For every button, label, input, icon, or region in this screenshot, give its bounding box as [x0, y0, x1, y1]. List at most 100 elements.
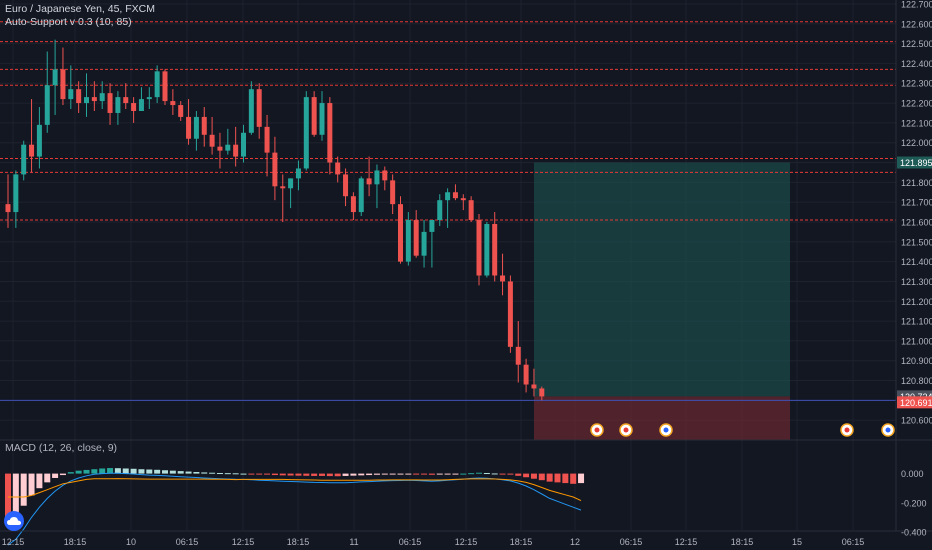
candle-body — [138, 99, 144, 111]
time-tick-label: 15 — [792, 537, 802, 547]
candle-body — [398, 204, 403, 262]
candle — [303, 91, 309, 171]
candle-body — [44, 85, 50, 125]
candle-body — [170, 101, 176, 106]
macd-legend[interactable]: MACD (12, 26, close, 9) — [5, 442, 118, 454]
macd-histogram-bar — [36, 473, 43, 489]
candle — [445, 188, 451, 228]
macd-histogram-bar — [381, 473, 388, 475]
candle-body — [201, 116, 207, 135]
tradingview-logo[interactable] — [4, 511, 24, 531]
time-tick-label: 06:15 — [176, 537, 199, 547]
macd-histogram-bar — [413, 473, 420, 475]
candle-body — [241, 132, 246, 157]
candle — [217, 132, 223, 169]
candle — [492, 212, 498, 282]
candle-body — [21, 144, 27, 175]
candle — [248, 81, 254, 135]
candle — [68, 65, 74, 110]
event-marker[interactable] — [619, 423, 633, 437]
macd-histogram-bar — [452, 473, 459, 475]
candle — [193, 110, 199, 151]
candle — [460, 194, 466, 211]
macd-histogram-bar — [279, 473, 286, 476]
time-tick-label: 12:15 — [675, 537, 698, 547]
candle-body — [413, 220, 419, 256]
macd-histogram-bar — [476, 472, 482, 474]
macd-histogram-bar — [546, 473, 553, 482]
candle-body — [146, 97, 152, 100]
price-tick-label: 121.600 — [901, 217, 932, 227]
event-marker[interactable] — [840, 423, 854, 437]
price-tick-label: 120.800 — [901, 376, 932, 386]
macd-histogram-bar — [570, 473, 577, 484]
candle-body — [500, 275, 506, 282]
candle-body — [84, 97, 89, 104]
macd-histogram-bar — [240, 473, 247, 475]
candle — [358, 176, 364, 217]
macd-histogram-bar — [201, 472, 208, 474]
symbol-legend[interactable]: Euro / Japanese Yen, 45, FXCM — [5, 3, 156, 15]
macd-histogram-bar — [530, 473, 537, 479]
candle — [178, 101, 184, 121]
price-tick-label: 121.300 — [901, 277, 932, 287]
macd-histogram-bar — [83, 469, 90, 474]
time-tick-label: 12:15 — [455, 537, 478, 547]
event-markers[interactable] — [590, 423, 895, 437]
candle — [421, 220, 427, 268]
candle — [484, 221, 490, 278]
candle-body — [60, 69, 66, 100]
event-marker[interactable] — [590, 423, 604, 437]
candle — [264, 114, 270, 177]
macd-histogram-bar — [138, 469, 145, 474]
candle-body — [429, 220, 435, 232]
candle — [390, 174, 396, 215]
macd-histogram-bar — [562, 473, 569, 484]
candle-body — [468, 200, 474, 220]
indicator-legend[interactable]: Auto-Support v 0.3 (10, 85) — [5, 16, 132, 28]
price-tick-label: 121.000 — [901, 336, 932, 346]
macd-histogram-bar — [256, 473, 263, 475]
flag-icon — [844, 427, 850, 433]
event-marker[interactable] — [659, 423, 673, 437]
time-tick-label: 18:15 — [510, 537, 533, 547]
candle — [523, 358, 529, 393]
macd-histogram-bar — [44, 473, 51, 483]
macd-panel — [5, 468, 585, 546]
candle — [76, 81, 82, 113]
candle — [13, 170, 19, 228]
candle — [5, 174, 11, 228]
candle — [29, 99, 35, 173]
time-tick-label: 12:15 — [2, 537, 25, 547]
time-tick-label: 18:15 — [64, 537, 87, 547]
candle-body — [76, 89, 82, 104]
price-tick-label: 121.200 — [901, 297, 932, 307]
macd-histogram-bar — [28, 473, 35, 496]
candle — [413, 210, 419, 258]
candle — [366, 156, 372, 197]
macd-histogram-bar — [460, 473, 467, 475]
candle-body — [303, 97, 309, 169]
candle-body — [186, 116, 192, 139]
macd-histogram-bar — [114, 468, 121, 474]
candle — [123, 83, 129, 110]
macd-histogram-bar — [209, 472, 216, 474]
flag-icon — [663, 427, 669, 433]
price-tick-label: 122.100 — [901, 118, 932, 128]
price-label-text: 121.895 — [900, 158, 932, 168]
macd-histogram-bar — [483, 473, 490, 475]
candle-body — [452, 192, 458, 199]
event-marker[interactable] — [881, 423, 895, 437]
candle — [539, 386, 545, 401]
macd-histogram-bar — [295, 473, 302, 476]
candle — [319, 91, 325, 141]
candle — [241, 124, 246, 163]
macd-histogram-bar — [287, 473, 294, 476]
candle-body — [248, 89, 254, 133]
macd-histogram-bar — [358, 473, 365, 476]
candle — [186, 99, 192, 145]
flag-icon — [594, 427, 600, 433]
candle-body — [5, 204, 11, 213]
candle — [170, 89, 176, 115]
